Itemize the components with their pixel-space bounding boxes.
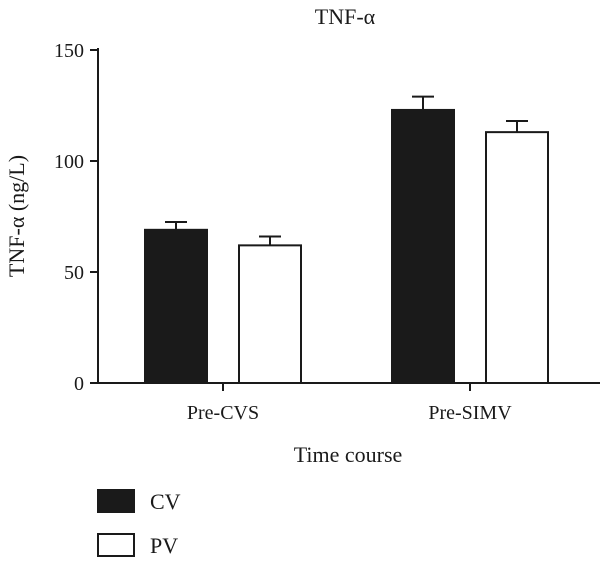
y-axis-title: TNF-α (ng/L) <box>4 155 29 277</box>
bar-pv-pre-cvs <box>238 244 302 384</box>
bar-cv-pre-cvs <box>144 228 208 384</box>
bar-pv-pre-simv <box>485 131 549 384</box>
y-tick-label: 150 <box>54 40 84 62</box>
x-tick-label: Pre-CVS <box>187 402 259 424</box>
legend-swatch-pv <box>97 533 135 557</box>
x-axis-title: Time course <box>294 442 403 467</box>
legend-label-cv: CV <box>150 489 181 514</box>
legend-swatch-cv <box>97 489 135 513</box>
y-tick-label: 0 <box>74 373 84 395</box>
legend-label-pv: PV <box>150 533 178 558</box>
y-tick-label: 100 <box>54 151 84 173</box>
y-tick-label: 50 <box>64 262 84 284</box>
bar-cv-pre-simv <box>391 108 455 384</box>
chart-title: TNF-α <box>315 4 376 29</box>
x-tick-label: Pre-SIMV <box>428 402 512 424</box>
